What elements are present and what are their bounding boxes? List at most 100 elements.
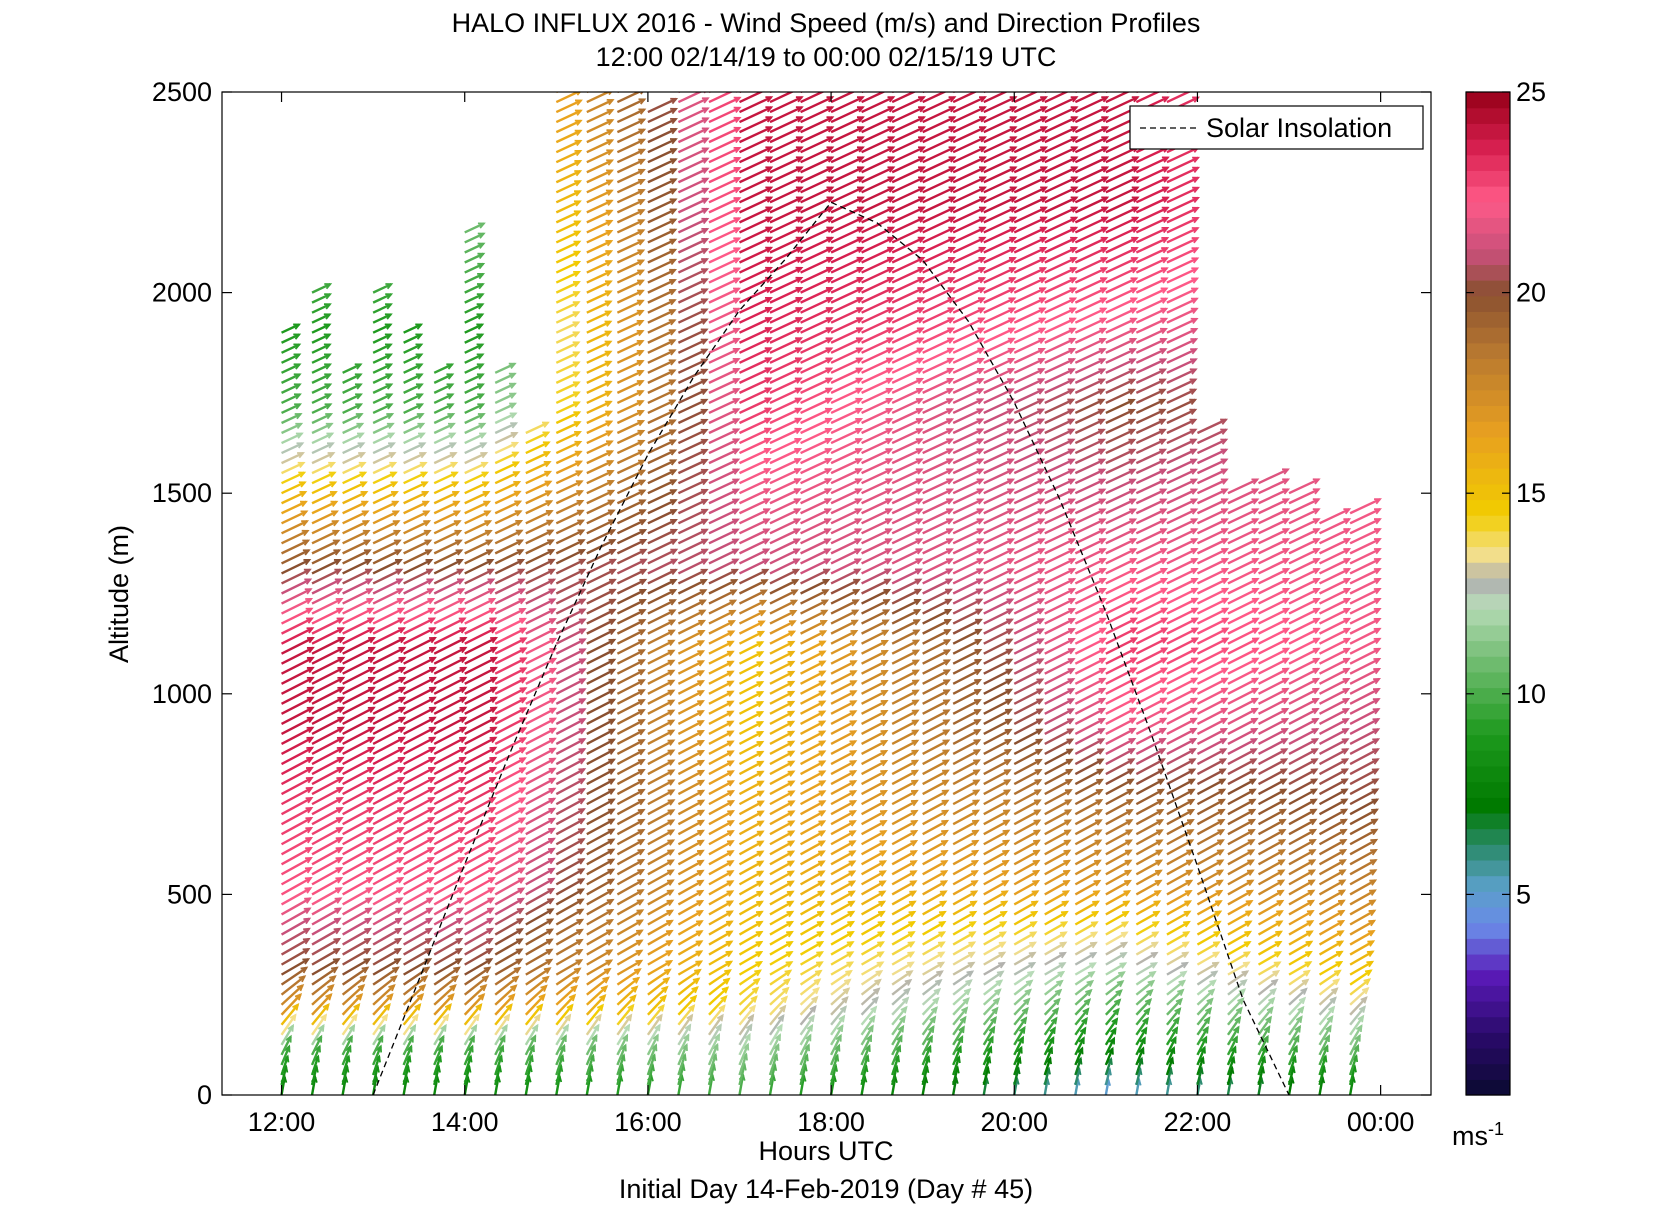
wind-arrow-head xyxy=(515,529,524,536)
wind-arrow-head xyxy=(700,508,709,516)
wind-arrow xyxy=(280,1014,297,1036)
wind-arrow xyxy=(494,787,526,806)
wind-arrow-head xyxy=(335,846,344,854)
wind-arrow-head xyxy=(638,659,646,666)
wind-arrow xyxy=(769,720,794,735)
wind-arrow-head xyxy=(669,218,678,225)
wind-arrow xyxy=(616,659,645,675)
wind-arrow-head xyxy=(795,337,804,344)
wind-arrow-head xyxy=(606,119,615,126)
wind-arrow xyxy=(616,588,646,605)
wind-arrow-head xyxy=(787,670,796,678)
wind-arrow xyxy=(708,969,731,986)
wind-arrow xyxy=(311,313,331,324)
wind-arrow-head xyxy=(1071,77,1077,82)
wind-arrow-head xyxy=(332,539,341,546)
wind-arrow xyxy=(342,917,372,936)
wind-arrow xyxy=(464,866,495,886)
wind-arrow-head xyxy=(697,739,706,747)
wind-arrow xyxy=(555,301,580,314)
wind-arrow xyxy=(433,937,463,956)
wind-arrow xyxy=(677,960,702,976)
wind-arrow-head xyxy=(608,608,617,616)
wind-arrow xyxy=(494,441,518,455)
wind-arrow xyxy=(433,686,467,705)
wind-arrow xyxy=(616,738,645,756)
wind-arrow xyxy=(464,262,484,274)
wind-arrow xyxy=(281,323,300,334)
wind-arrow-head xyxy=(681,1043,688,1051)
wind-arrow xyxy=(616,949,643,966)
wind-arrow-head xyxy=(364,568,373,575)
wind-arrow xyxy=(311,686,344,705)
wind-arrow-head xyxy=(428,766,436,774)
wind-arrow xyxy=(738,457,771,475)
wind-arrow xyxy=(769,760,795,776)
wind-arrow xyxy=(647,759,675,776)
wind-arrow-head xyxy=(421,491,430,498)
wind-arrow-head xyxy=(732,448,741,455)
wind-arrow xyxy=(494,958,523,976)
wind-arrow xyxy=(555,331,580,344)
wind-arrow-head xyxy=(762,548,771,555)
wind-arrow-head xyxy=(293,393,302,400)
wind-arrow-head xyxy=(536,1003,544,1011)
wind-arrow xyxy=(708,660,734,675)
wind-arrow-head xyxy=(518,787,527,794)
wind-arrow xyxy=(616,1004,635,1026)
wind-arrow-head xyxy=(398,646,407,654)
wind-arrow-head xyxy=(427,796,436,804)
wind-arrow-head xyxy=(638,509,647,516)
wind-arrow-head xyxy=(396,588,405,595)
wind-arrow-head xyxy=(756,711,765,718)
wind-arrow-head xyxy=(518,588,527,595)
wind-arrow-head xyxy=(354,373,363,380)
wind-arrow xyxy=(281,461,305,475)
wind-arrow-head xyxy=(547,857,556,865)
wind-arrow xyxy=(738,860,764,876)
wind-arrow-head xyxy=(608,529,617,536)
wind-arrow-head xyxy=(756,840,765,847)
wind-arrow-head xyxy=(697,799,706,807)
wind-arrow xyxy=(616,788,645,806)
wind-arrow xyxy=(464,826,496,846)
wind-arrow-head xyxy=(429,636,437,644)
wind-arrow xyxy=(769,961,793,976)
wind-arrow-head xyxy=(549,727,557,734)
wind-arrow-head xyxy=(636,899,645,906)
wind-arrow-head xyxy=(787,840,796,847)
wind-arrow-head xyxy=(549,697,558,705)
wind-arrow xyxy=(677,1034,690,1056)
wind-arrow-head xyxy=(637,808,646,816)
wind-arrow xyxy=(708,337,740,354)
wind-arrow-head xyxy=(787,760,796,767)
wind-arrow-head xyxy=(761,568,770,576)
wind-arrow-head xyxy=(367,766,375,774)
wind-arrow-head xyxy=(754,969,762,977)
wind-arrow-head xyxy=(795,126,804,133)
wind-arrow-head xyxy=(756,860,765,867)
wind-arrow xyxy=(769,478,801,495)
wind-arrow-head xyxy=(599,994,607,1002)
wind-arrow-head xyxy=(572,351,581,358)
wind-arrow xyxy=(738,488,770,505)
wind-arrow-head xyxy=(289,1013,297,1022)
wind-arrow xyxy=(494,451,519,465)
wind-arrow xyxy=(769,176,803,194)
wind-arrow xyxy=(647,839,674,856)
wind-arrow-head xyxy=(620,1043,627,1052)
wind-arrow-head xyxy=(638,148,647,155)
wind-arrow xyxy=(403,588,434,605)
wind-arrow xyxy=(433,716,466,735)
wind-arrow xyxy=(586,688,615,705)
wind-arrow xyxy=(647,107,677,124)
wind-arrow xyxy=(464,461,488,475)
wind-arrow xyxy=(525,697,556,715)
wind-arrow xyxy=(403,856,434,876)
wind-arrow xyxy=(677,428,708,445)
wind-arrow-head xyxy=(765,77,771,82)
wind-arrow xyxy=(524,1076,531,1095)
wind-arrow xyxy=(372,937,402,956)
wind-arrow-head xyxy=(701,97,710,104)
wind-arrow-head xyxy=(323,333,332,340)
